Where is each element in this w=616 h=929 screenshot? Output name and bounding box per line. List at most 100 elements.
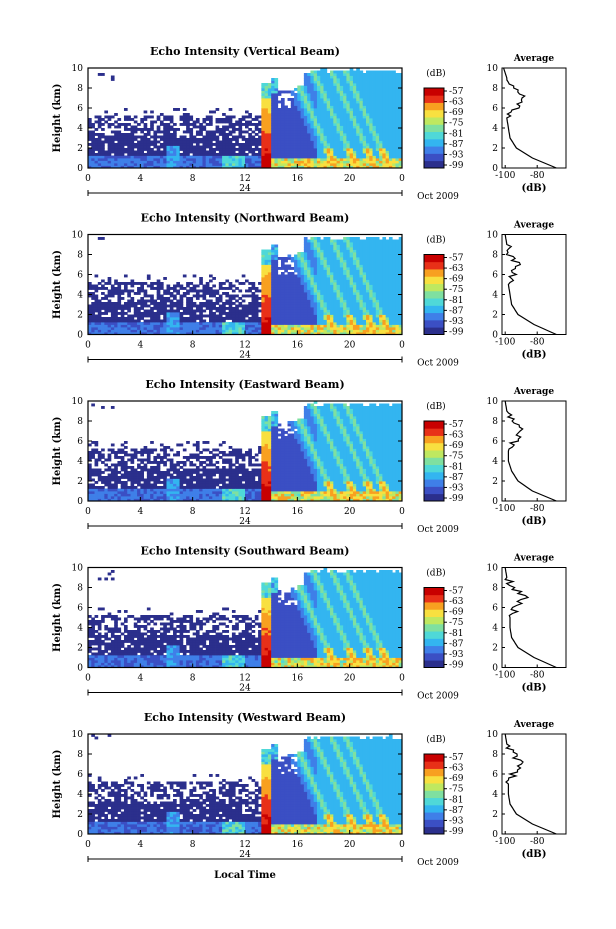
heatmap-cell xyxy=(254,123,259,126)
heatmap-cell xyxy=(326,294,331,298)
heatmap-cell xyxy=(352,254,357,258)
heatmap-cell xyxy=(307,115,311,119)
heatmap-cell xyxy=(212,327,216,330)
heatmap-cell xyxy=(176,282,180,285)
heatmap-cell xyxy=(326,93,331,96)
heatmap-cell xyxy=(130,314,135,318)
heatmap-cell xyxy=(114,279,118,283)
heatmap-cell xyxy=(110,332,115,335)
heatmap-cell xyxy=(248,145,252,149)
heatmap-cell xyxy=(176,160,180,164)
heatmap-cell xyxy=(166,150,171,154)
heatmap-cell xyxy=(359,88,364,91)
heatmap-cell xyxy=(284,135,288,139)
heatmap-cell xyxy=(343,75,347,79)
heatmap-cell xyxy=(366,244,370,248)
heatmap-cell xyxy=(366,103,370,106)
heatmap-cell xyxy=(379,279,383,283)
heatmap-cell xyxy=(284,113,288,116)
heatmap-cell xyxy=(379,165,383,169)
heatmap-cell xyxy=(333,264,337,268)
heatmap-cell xyxy=(153,314,158,318)
heatmap-cell xyxy=(264,155,269,159)
heatmap-cell xyxy=(225,155,230,159)
heatmap-cell xyxy=(251,130,256,134)
heatmap-cell xyxy=(326,289,331,293)
heatmap-cell xyxy=(346,269,351,273)
heatmap-cell xyxy=(176,317,180,320)
heatmap-cell xyxy=(382,158,387,161)
heatmap-cell xyxy=(310,125,315,129)
heatmap-cell xyxy=(307,312,311,315)
heatmap-cell xyxy=(336,70,341,74)
heatmap-cell xyxy=(330,327,334,330)
heatmap-cell xyxy=(97,133,102,136)
heatmap-cell xyxy=(330,269,334,273)
colorbar-tick-label: -63 xyxy=(449,98,464,108)
heatmap-cell xyxy=(303,158,308,161)
heatmap-cell xyxy=(107,148,112,151)
heatmap-cell xyxy=(166,145,171,149)
heatmap-cell xyxy=(277,133,282,136)
heatmap-cell xyxy=(362,135,367,139)
heatmap-cell xyxy=(127,118,131,121)
heatmap-cell xyxy=(369,100,373,104)
heatmap-cell xyxy=(395,327,400,330)
heatmap-cell xyxy=(356,252,360,255)
heatmap-cell xyxy=(189,155,194,159)
heatmap-cell xyxy=(316,317,321,320)
heatmap-cell xyxy=(117,304,122,308)
heatmap-cell xyxy=(372,143,377,146)
heatmap-cell xyxy=(323,254,328,258)
heatmap-cell xyxy=(333,309,337,313)
heatmap-cell xyxy=(323,118,328,121)
heatmap-cell xyxy=(362,155,367,159)
heatmap-cell xyxy=(271,304,275,308)
heatmap-cell xyxy=(379,115,383,119)
heatmap-cell xyxy=(264,125,269,129)
heatmap-cell xyxy=(372,307,377,310)
heatmap-cell xyxy=(346,85,351,89)
heatmap-cell xyxy=(366,309,370,313)
heatmap-cell xyxy=(307,247,311,250)
heatmap-cell xyxy=(169,299,174,303)
heatmap-cell xyxy=(251,138,256,141)
heatmap-cell xyxy=(261,249,266,253)
heatmap-cell xyxy=(297,128,301,131)
heatmap-cell xyxy=(153,302,158,305)
heatmap-cell xyxy=(110,284,115,288)
heatmap-cell xyxy=(195,158,200,161)
heatmap-cell xyxy=(94,314,99,318)
heatmap-cell xyxy=(323,148,328,151)
heatmap-cell xyxy=(330,332,334,335)
heatmap-cell xyxy=(359,287,364,290)
heatmap-cell xyxy=(159,299,164,303)
heatmap-cell xyxy=(251,118,256,121)
heatmap-cell xyxy=(349,322,354,325)
heatmap-cell xyxy=(352,314,357,318)
heatmap-cell xyxy=(369,83,373,86)
heatmap-cell xyxy=(313,155,318,159)
heatmap-cell xyxy=(346,140,351,144)
heatmap-cell xyxy=(362,93,367,96)
heatmap-cell xyxy=(320,269,324,273)
heatmap-cell xyxy=(336,247,341,250)
heatmap-cell xyxy=(186,284,190,288)
heatmap-cell xyxy=(320,297,324,300)
heatmap-cell xyxy=(346,332,351,335)
heatmap-cell xyxy=(375,103,380,106)
heatmap-cell xyxy=(277,302,282,305)
heatmap-cell xyxy=(199,155,203,159)
heatmap-cell xyxy=(120,158,125,161)
heatmap-cell xyxy=(356,254,360,258)
heatmap-cell xyxy=(140,155,144,159)
heatmap-cell xyxy=(382,100,387,104)
heatmap-cell xyxy=(94,140,99,144)
heatmap-cell xyxy=(307,95,311,99)
heatmap-cell xyxy=(379,133,383,136)
heatmap-cell xyxy=(163,128,167,131)
heatmap-cell xyxy=(366,148,370,151)
heatmap-cell xyxy=(287,309,292,313)
heatmap-cell xyxy=(339,264,344,268)
heatmap-cell xyxy=(173,158,177,161)
